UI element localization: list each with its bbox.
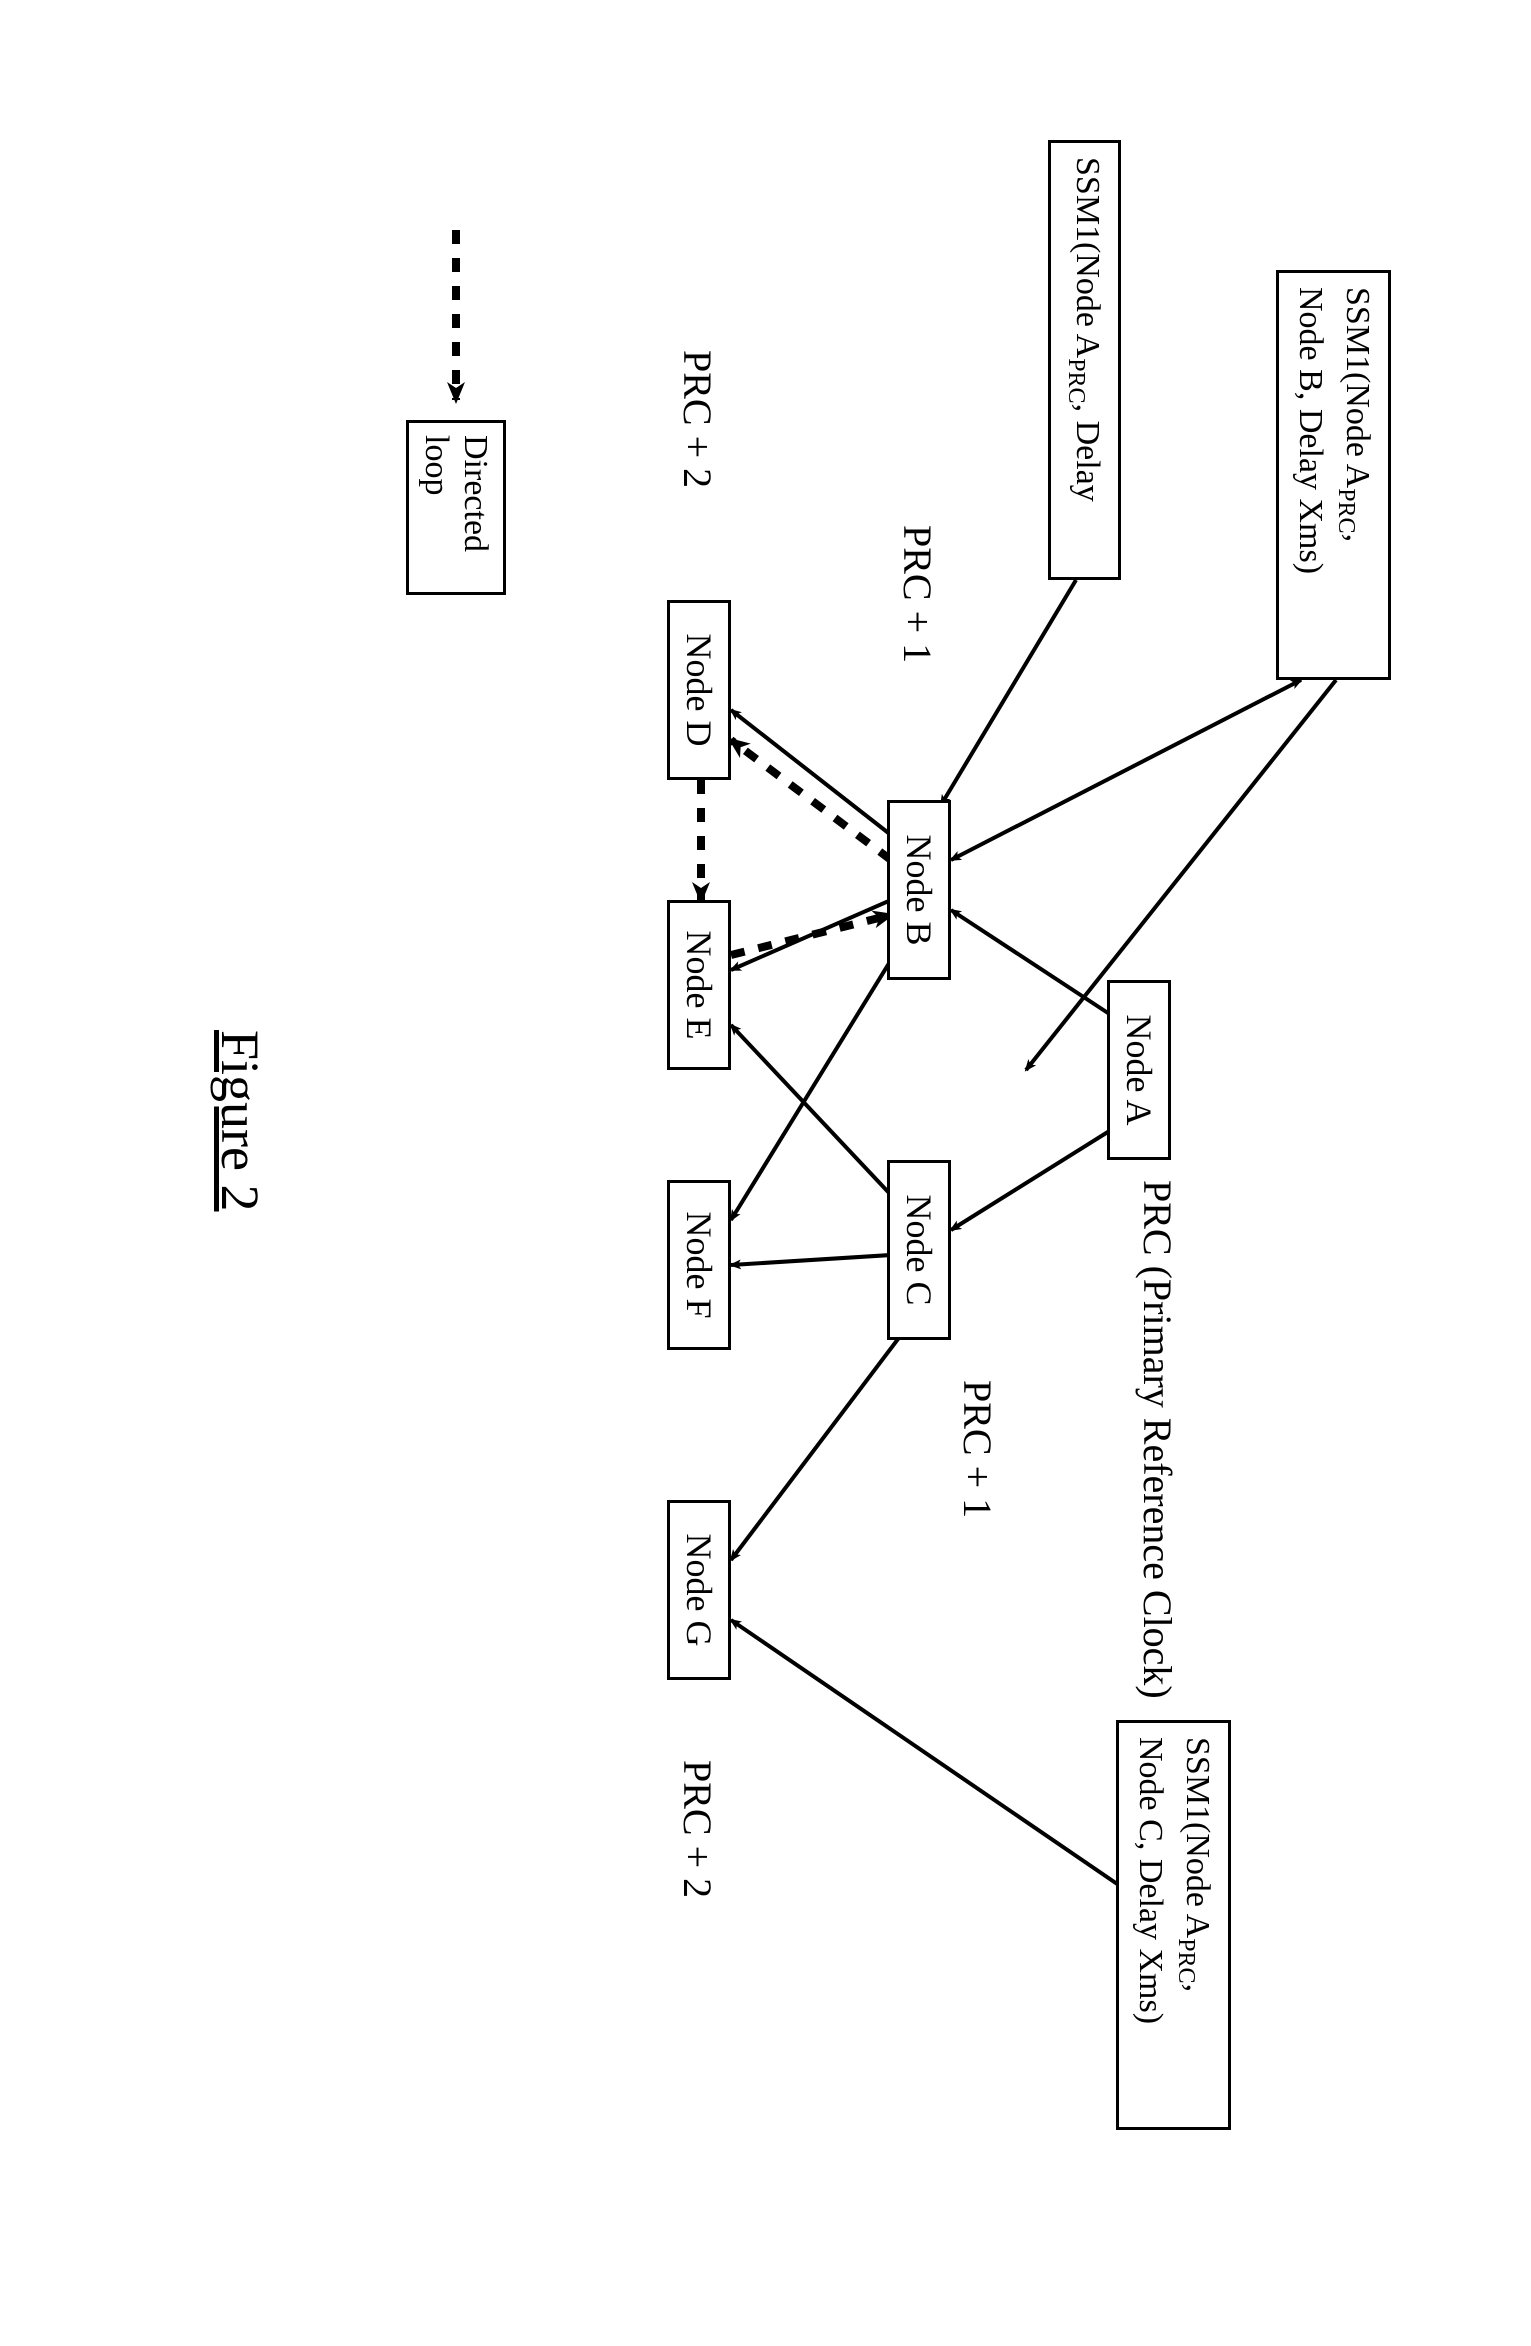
node-a: Node A bbox=[1107, 980, 1171, 1160]
legend-box: Directed loop bbox=[406, 420, 506, 595]
node-e: Node E bbox=[667, 900, 731, 1070]
label-prc1-right: PRC + 1 bbox=[954, 1380, 1001, 1518]
legend-line2: loop bbox=[418, 435, 455, 495]
node-f-label: Node F bbox=[679, 1212, 719, 1319]
legend-line1: Directed bbox=[457, 435, 494, 552]
label-prc2-left: PRC + 2 bbox=[674, 350, 721, 488]
node-f: Node F bbox=[667, 1180, 731, 1350]
ssm-box-right: SSM1(Node APRC,Node C, Delay Xms) bbox=[1116, 1720, 1231, 2130]
ssm-box-left: SSM1(Node APRC, Delay bbox=[1048, 140, 1121, 580]
node-c: Node C bbox=[887, 1160, 951, 1340]
node-a-label: Node A bbox=[1119, 1015, 1159, 1126]
node-g: Node G bbox=[667, 1500, 731, 1680]
arrows-layer bbox=[100, 100, 1431, 2246]
node-d: Node D bbox=[667, 600, 731, 780]
node-b-label: Node B bbox=[899, 835, 939, 946]
node-d-label: Node D bbox=[679, 634, 719, 747]
figure-label: Figure 2 bbox=[209, 1030, 271, 1212]
label-prc-top: PRC (Primary Reference Clock) bbox=[1134, 1180, 1181, 1699]
label-prc1-left: PRC + 1 bbox=[894, 525, 941, 663]
node-e-label: Node E bbox=[679, 931, 719, 1040]
node-g-label: Node G bbox=[679, 1534, 719, 1647]
node-c-label: Node C bbox=[899, 1195, 939, 1306]
label-prc2-right: PRC + 2 bbox=[674, 1760, 721, 1898]
ssm-box-top: SSM1(Node APRC,Node B, Delay Xms) bbox=[1276, 270, 1391, 680]
node-b: Node B bbox=[887, 800, 951, 980]
